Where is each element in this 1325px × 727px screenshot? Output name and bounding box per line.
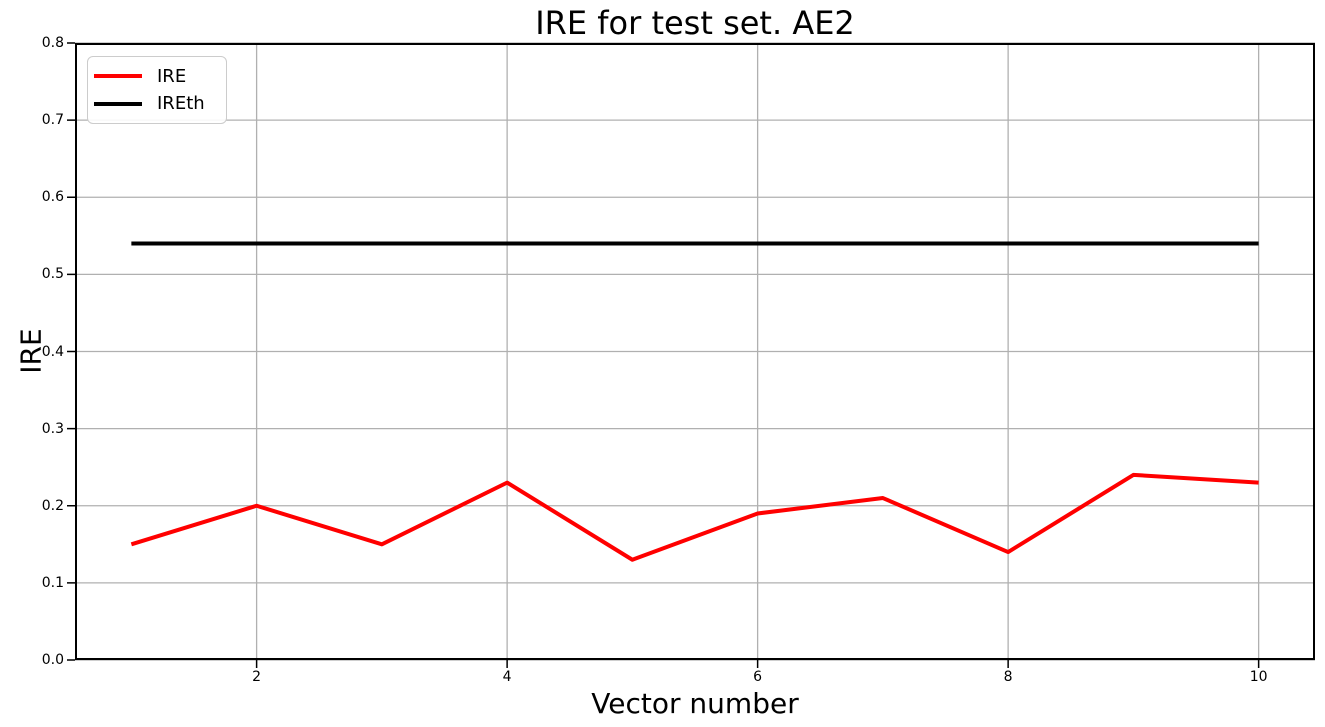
plot-area [67, 42, 1315, 668]
y-tick-label: 0.3 [41, 420, 64, 437]
legend-line-sample [94, 74, 142, 79]
y-tick-label: 0.1 [41, 574, 64, 591]
legend-item: IRE [94, 66, 220, 87]
x-tick-label: 8 [1003, 669, 1013, 685]
x-tick-label: 4 [502, 669, 512, 685]
y-tick-label: 0.7 [41, 112, 64, 129]
axes-spines [75, 43, 1315, 660]
series-line-IRE [130, 472, 1259, 562]
legend-label: IREth [157, 93, 205, 115]
x-tick-label: 10 [1249, 669, 1268, 685]
x-axis-label: Vector number [591, 687, 799, 720]
x-tick-label: 6 [753, 669, 763, 685]
y-tick-label: 0.5 [41, 266, 64, 283]
y-tick-label: 0.4 [41, 343, 64, 360]
y-tick-label: 0.2 [41, 497, 64, 514]
y-tick-label: 0.8 [41, 35, 64, 51]
legend-item: IREth [94, 93, 220, 114]
x-tick-label: 2 [252, 669, 262, 685]
legend-line-sample [94, 101, 142, 106]
legend: IRE IREth [87, 56, 227, 124]
legend-label: IRE [157, 65, 187, 87]
y-tick-label: 0.6 [41, 189, 64, 206]
chart-title: IRE for test set. AE2 [535, 4, 855, 42]
y-tick-label: 0.0 [41, 652, 64, 668]
